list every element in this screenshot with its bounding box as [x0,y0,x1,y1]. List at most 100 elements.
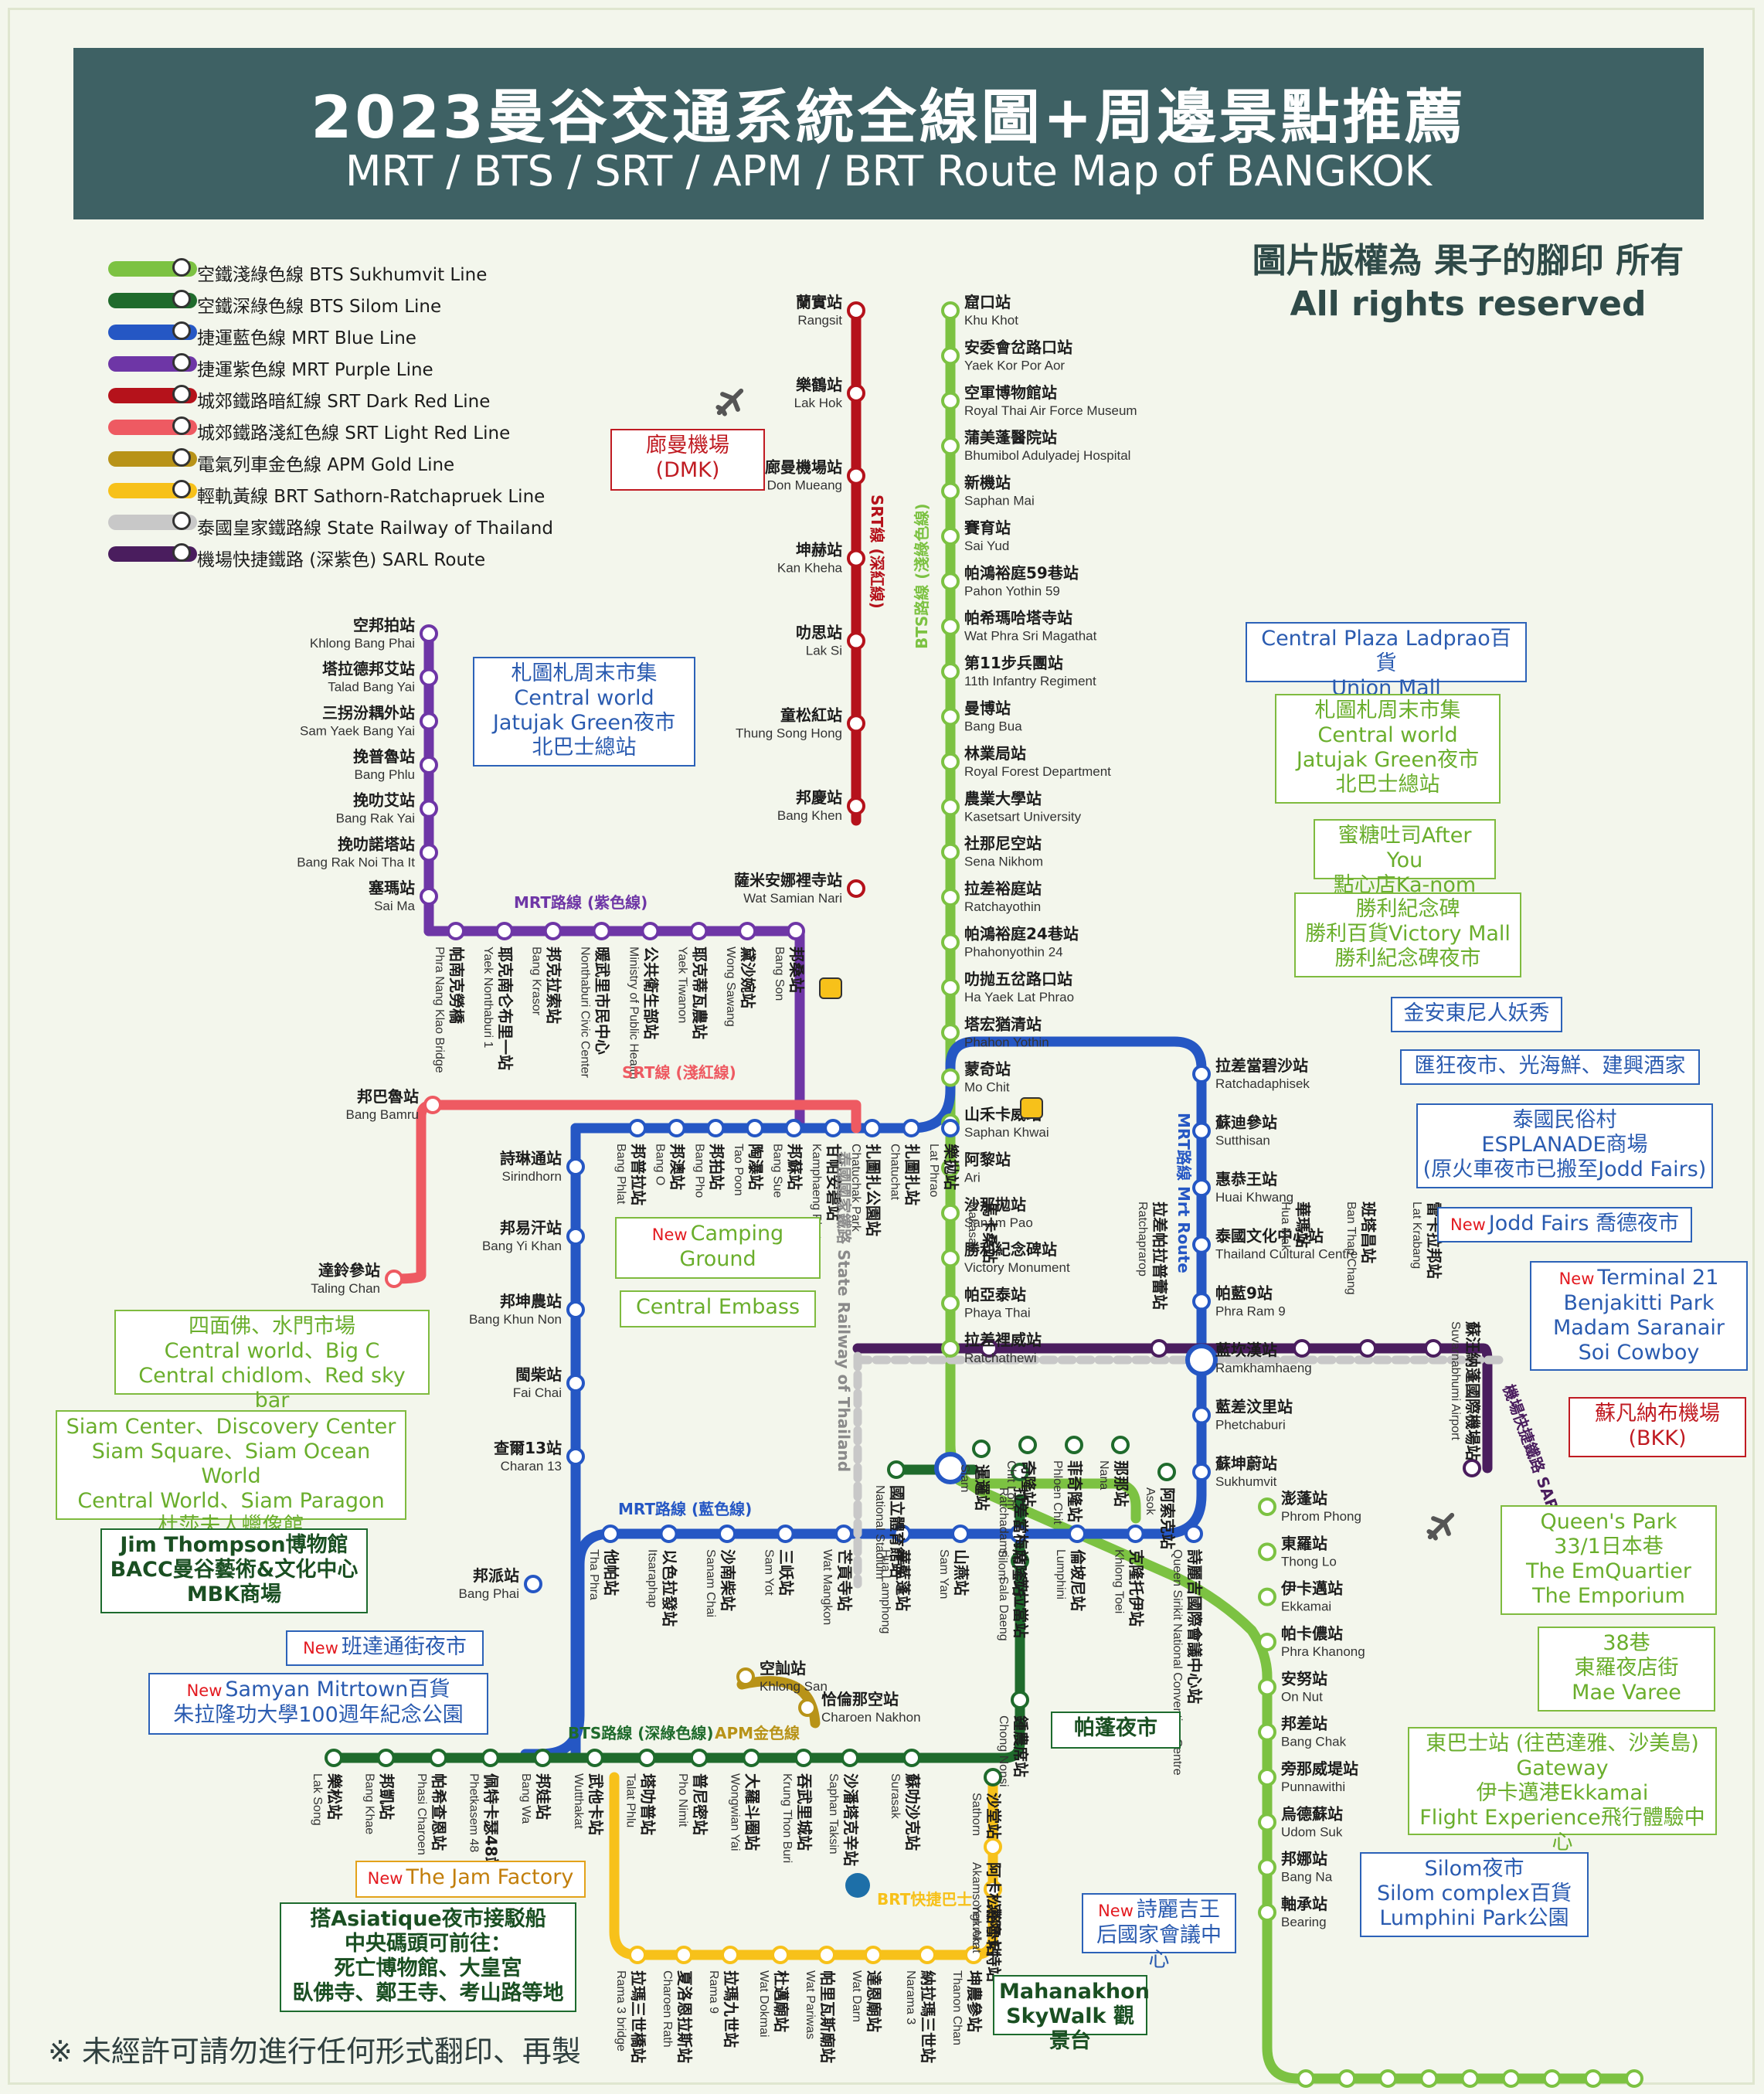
info-box-text: Siam Square、Siam Ocean World [91,1440,371,1488]
station-dot [1192,1463,1211,1481]
info-box-text: 中央碼頭可前往： [345,1932,512,1956]
station-name-zh: 班塔昌站 [1359,1202,1378,1263]
station-name-en: Talad Bang Yai [328,680,415,695]
page-title: 2023曼谷交通系統全線圖+周邊景點推薦 [311,83,1467,151]
station-dot [675,1946,693,1964]
info-box-jam-factory: New The Jam Factory [355,1861,586,1898]
station-dot [524,1575,542,1593]
info-box-text: The EmQuartier [1526,1559,1691,1583]
info-box-ekkamai: 東巴士站 (往芭達雅、沙美島) Gateway 伊卡邁港Ekkamai Flight … [1408,1727,1717,1854]
station-dot [495,922,514,940]
station-dot [689,1749,709,1767]
station-name-zh: 以色拉發站 [661,1549,679,1627]
info-box-text: 詩麗吉王 [1136,1898,1220,1922]
station-name-zh: 叻思站 [796,623,842,641]
info-box-text: Soi Cowboy [1578,1341,1700,1365]
station-dot [941,1068,960,1087]
station-name-en: Kan Kheha [777,561,843,576]
info-box-line: Jatujak Green夜市 [479,711,689,736]
station-name-zh: 菲奇隆站 [1066,1460,1084,1522]
line-tag: 泰國國家鐵路 State Railway of Thailand [834,1151,853,1472]
legend-label: 城郊鐵路暗紅線 SRT Dark Red Line [197,392,491,412]
station-dot [862,1119,882,1137]
station-dot [1583,2069,1603,2088]
station-dot [847,301,865,320]
info-box-dmk: 廊曼機場 (DMK) [610,429,765,491]
station-dot [628,1119,647,1137]
info-box-samyan: New Samyan Mitrtown百貨 朱拉隆功大學100週年紀念公園 [148,1673,488,1735]
station-dot [1184,1525,1203,1543]
station-dot [601,1525,620,1543]
station-dot [736,1667,755,1686]
station-name-en: Saphan Mai [964,494,1035,508]
station-name-en: Phra Khanong [1281,1644,1365,1659]
station-name-en: Charoen Nakhon [821,1710,921,1725]
new-badge: New [367,1869,403,1888]
station-name-en: Thung Song Hong [736,726,842,740]
station-dot [420,843,438,862]
info-box-text: 班達通街夜市 [341,1635,467,1659]
station-name-en: Phloen Chit [1051,1460,1064,1525]
station-name-en: Phaya Thai [964,1306,1031,1321]
station-dot [1150,1339,1168,1358]
info-box-line: 札圖札周末市集 [479,661,689,686]
station-name-zh: 莎拉當站 [1011,1576,1030,1638]
station-name-en: Bang Pho [692,1144,705,1198]
station-dot [641,922,660,940]
station-name-en: Ratchadaphisek [1215,1076,1310,1091]
station-name-en: Bang Rak Yai [336,811,415,826]
station-name-en: Ratchaprarop [1136,1202,1149,1276]
info-box-text: 勝利紀念碑 [1355,897,1460,921]
station-name-zh: 邦蘇站 [786,1144,804,1190]
info-box-jj-right: 札圖札周末市集 Central world Jatujak Green夜市 北巴士總站 [1275,694,1501,804]
station-name-zh: 耶克蒂瓦農站 [690,947,709,1039]
station-name-en: Ratchadamri [997,1487,1010,1558]
station-name-zh: 樂鶴站 [796,376,842,394]
station-name-en: Khu Khot [964,313,1018,328]
station-name-en: Wat Darn [850,1970,863,2022]
info-box-text: 札圖札周末市集 [1314,699,1461,722]
station-name-zh: 席隆站 [1011,1549,1029,1596]
station-name-zh: 邦派站 [473,1566,519,1585]
station-dot [941,1293,960,1313]
station-name-zh: 甘帕安碧站 [824,1144,843,1221]
station-name-zh: 拉差帕拉普蕾站 [1151,1202,1169,1310]
info-box-text: BACC曼谷藝術&文化中心 [110,1558,359,1582]
info-box-text: 勝利紀念碑夜市 [1334,947,1481,971]
station-dot [1358,1339,1377,1358]
station-name-en: Bang Khun Non [469,1312,562,1327]
info-box-line: New The Jam Factory [362,1865,580,1891]
station-name-zh: 叻抛五岔路口站 [964,970,1072,988]
station-name-en: Phahonyothin 24 [964,944,1063,959]
station-dot [1192,1178,1211,1198]
station-name-zh: 夏洛恩拉斯站 [675,1970,694,2063]
station-name-zh: 克隆托伊站 [1127,1549,1146,1627]
station-name-zh: 山燕站 [952,1549,970,1596]
station-name-zh: 詩麗吉國際會議中心站 [1185,1549,1204,1704]
info-box-text: 蜜糖吐司After You [1337,824,1472,872]
info-box-text: Mae Varee [1572,1681,1681,1705]
station-name-zh: 三岆站 [777,1549,796,1596]
station-name-zh: 扎圖扎公園站 [864,1144,882,1236]
station-dot [1126,1525,1145,1543]
interchange-marker [934,1452,967,1484]
info-box-soi38: 38巷 東羅夜店街 Mae Varee [1538,1627,1715,1712]
new-badge: New [186,1681,223,1700]
station-name-en: Phetkasem 48 [467,1773,481,1852]
info-box-text: 東巴士站 (往芭達雅、沙美島) [1426,1732,1699,1756]
station-name-en: Lat Krabang [1410,1202,1423,1269]
legend-station-dot [172,480,191,498]
info-box-line: 33/1日本巷 [1507,1535,1711,1559]
station-dot [771,1946,790,1964]
info-box-text: Central Embass [635,1295,800,1319]
station-name-zh: 邦凱站 [378,1773,396,1820]
info-box-text: 勝利百貨Victory Mall [1305,922,1511,946]
